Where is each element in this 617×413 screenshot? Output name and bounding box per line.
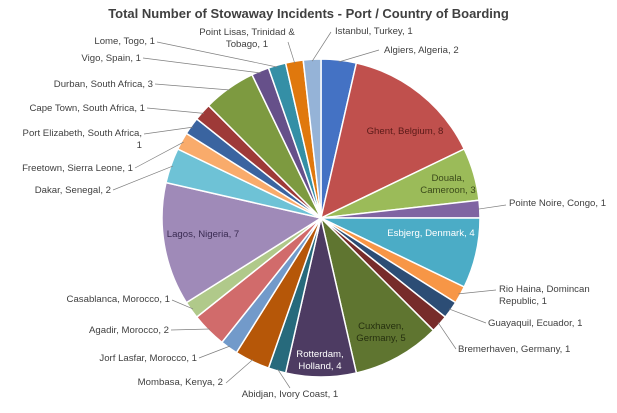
data-label: Bremerhaven, Germany, 1 — [458, 344, 570, 355]
leader-line — [134, 141, 184, 169]
data-label: Istanbul, Turkey, 1 — [335, 26, 413, 37]
pie-slice — [319, 62, 466, 220]
data-label: Cape Town, South Africa, 1 — [29, 103, 145, 114]
data-label: Ghent, Belgium, 8 — [367, 126, 444, 137]
data-label: Jorf Lasfar, Morocco, 1 — [99, 353, 197, 364]
data-label: Esbjerg, Denmark, 4 — [387, 228, 475, 239]
leader-line — [112, 165, 173, 191]
data-label: Port Elizabeth, South Africa, 1 — [23, 128, 142, 151]
leader-line — [225, 359, 254, 384]
leader-line — [458, 289, 497, 295]
data-label: Point Lisas, Trinidad & Tobago, 1 — [199, 27, 295, 50]
data-label: Durban, South Africa, 3 — [54, 79, 153, 90]
data-label: Rio Haina, Domincan Republic, 1 — [499, 284, 590, 307]
leader-line — [277, 368, 291, 389]
data-label: Abidjan, Ivory Coast, 1 — [242, 389, 339, 400]
leader-line — [170, 328, 211, 331]
data-label: Algiers, Algeria, 2 — [384, 45, 459, 56]
leader-line — [143, 126, 194, 135]
data-label: Lagos, Nigeria, 7 — [167, 229, 240, 240]
leader-line — [287, 41, 296, 64]
data-label: Douala, Cameroon, 3 — [420, 173, 475, 196]
chart-title: Total Number of Stowaway Incidents - Por… — [108, 6, 509, 21]
data-label: Guayaquil, Ecuador, 1 — [488, 318, 582, 329]
leader-line — [142, 57, 261, 74]
data-label: Lome, Togo, 1 — [94, 36, 155, 47]
pie-slice — [302, 58, 322, 219]
data-label: Cuxhaven, Germany, 5 — [356, 321, 405, 344]
data-label: Agadir, Morocco, 2 — [89, 325, 169, 336]
leader-line — [198, 345, 231, 359]
leader-line — [477, 204, 507, 210]
leader-line — [338, 49, 380, 63]
data-label: Dakar, Senegal, 2 — [35, 185, 111, 196]
pie-slice — [319, 215, 435, 374]
data-label: Rotterdam, Holland, 4 — [296, 349, 343, 372]
leader-line — [311, 31, 332, 62]
leader-line — [171, 299, 194, 310]
leader-line — [437, 322, 457, 350]
data-label: Casablanca, Morocco, 1 — [67, 294, 170, 305]
leader-line — [448, 308, 487, 324]
leader-line — [146, 107, 204, 114]
pie-slice — [161, 181, 323, 304]
data-label: Freetown, Sierra Leone, 1 — [22, 163, 133, 174]
data-label: Pointe Noire, Congo, 1 — [509, 198, 606, 209]
leader-line — [156, 41, 278, 68]
leader-line — [154, 83, 231, 91]
data-label: Vigo, Spain, 1 — [81, 53, 141, 64]
data-label: Mombasa, Kenya, 2 — [138, 377, 223, 388]
